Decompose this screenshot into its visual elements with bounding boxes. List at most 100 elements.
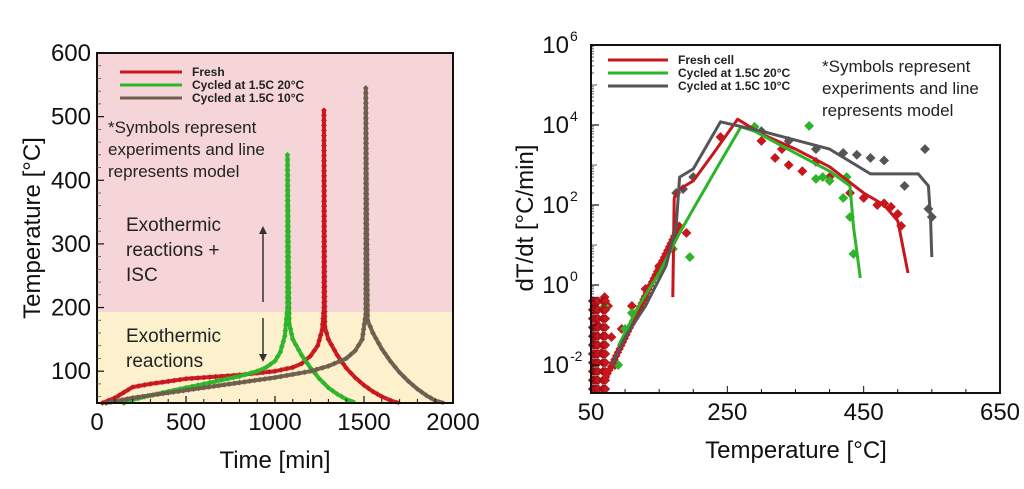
- data-point: [343, 355, 350, 362]
- data-point: [626, 300, 637, 311]
- right-ticks: [590, 46, 1001, 394]
- data-point: [286, 300, 292, 306]
- series-fresh: [99, 107, 401, 406]
- data-point: [321, 248, 328, 254]
- data-point: [601, 322, 611, 332]
- y-tick-label: 200: [51, 295, 91, 322]
- data-point: [321, 293, 328, 300]
- legend-label: Cycled at 1.5C 10°C: [678, 79, 791, 93]
- data-point: [195, 385, 202, 392]
- data-point: [285, 243, 292, 250]
- data-point: [284, 372, 290, 379]
- x-tick-label: 450: [844, 399, 884, 426]
- data-point: [797, 166, 808, 177]
- data-point: [331, 347, 338, 353]
- data-point: [364, 256, 370, 263]
- data-point: [177, 376, 183, 383]
- data-point: [285, 192, 291, 199]
- data-point: [221, 381, 227, 388]
- data-point: [321, 117, 327, 124]
- data-point: [321, 157, 327, 164]
- y-tick-exponent: 4: [570, 108, 578, 124]
- x-tick-label: 1000: [248, 409, 301, 436]
- data-point: [314, 342, 321, 349]
- region-label-isc: ISC: [126, 265, 158, 286]
- data-point: [367, 323, 374, 330]
- data-point: [295, 347, 302, 353]
- data-point: [298, 360, 305, 367]
- data-point: [211, 383, 217, 390]
- data-point: [267, 375, 273, 382]
- data-point: [134, 394, 141, 401]
- data-point: [365, 385, 372, 392]
- x-tick-label: 250: [707, 399, 747, 426]
- data-point: [242, 371, 249, 378]
- model-line-cycled-at-1-5c-10-c: [610, 120, 934, 366]
- data-point: [311, 347, 317, 354]
- data-point: [160, 390, 166, 397]
- data-point: [170, 389, 177, 395]
- data-point: [363, 110, 369, 117]
- y-tick-base: 10: [542, 352, 569, 379]
- data-point: [267, 361, 274, 368]
- data-point: [241, 379, 248, 385]
- data-point: [323, 330, 330, 336]
- data-point: [285, 259, 292, 265]
- data-point: [321, 122, 327, 129]
- data-point: [171, 377, 177, 384]
- data-point: [364, 261, 370, 268]
- right-note: *Symbols represent experiments and line re…: [822, 57, 979, 120]
- data-point: [266, 368, 272, 375]
- data-point: [606, 332, 617, 343]
- data-point: [321, 233, 328, 239]
- note-line: *Symbols represent: [822, 57, 971, 76]
- model-line-fresh-cell: [671, 117, 910, 298]
- data-point: [363, 206, 370, 213]
- data-point: [601, 305, 611, 315]
- data-point: [387, 358, 394, 365]
- data-point: [364, 241, 370, 248]
- data-point: [289, 364, 296, 371]
- data-point: [331, 360, 338, 367]
- data-point: [330, 388, 336, 394]
- data-point: [139, 393, 146, 400]
- data-point: [321, 208, 328, 214]
- data-point: [286, 289, 292, 296]
- y-tick-label: 400: [51, 167, 91, 194]
- note-line: represents model: [108, 162, 239, 181]
- data-point: [359, 336, 366, 343]
- data-point: [321, 203, 328, 209]
- note-line: *Symbols represent: [108, 118, 257, 137]
- y-tick-base: 10: [542, 112, 569, 139]
- left-x-tick-labels: 0 500 1000 1500 2000: [90, 409, 479, 436]
- data-point: [321, 137, 327, 144]
- data-point: [363, 125, 369, 132]
- data-point: [364, 266, 371, 273]
- data-point: [301, 356, 308, 363]
- data-point: [289, 336, 296, 343]
- data-point: [362, 85, 369, 91]
- data-point: [165, 389, 172, 396]
- data-point: [285, 238, 292, 245]
- x-tick-label: 0: [90, 409, 103, 436]
- data-point: [150, 392, 156, 398]
- data-point: [286, 320, 293, 327]
- data-point: [321, 268, 328, 275]
- data-point: [316, 375, 323, 382]
- data-point: [218, 373, 225, 380]
- data-point: [135, 383, 142, 389]
- data-point: [364, 277, 371, 283]
- region-label-isc: Exothermic: [126, 215, 221, 236]
- note-line: experiments and line: [108, 140, 265, 159]
- data-point: [601, 296, 611, 306]
- data-point: [272, 374, 278, 381]
- data-point: [363, 176, 370, 182]
- data-point: [363, 221, 370, 228]
- legend-item: Fresh cell: [608, 53, 734, 67]
- y-tick-exponent: 0: [570, 268, 578, 284]
- data-point: [363, 145, 370, 152]
- y-tick-base: 10: [542, 192, 569, 219]
- data-point: [284, 172, 291, 179]
- note-line: represents model: [822, 101, 953, 120]
